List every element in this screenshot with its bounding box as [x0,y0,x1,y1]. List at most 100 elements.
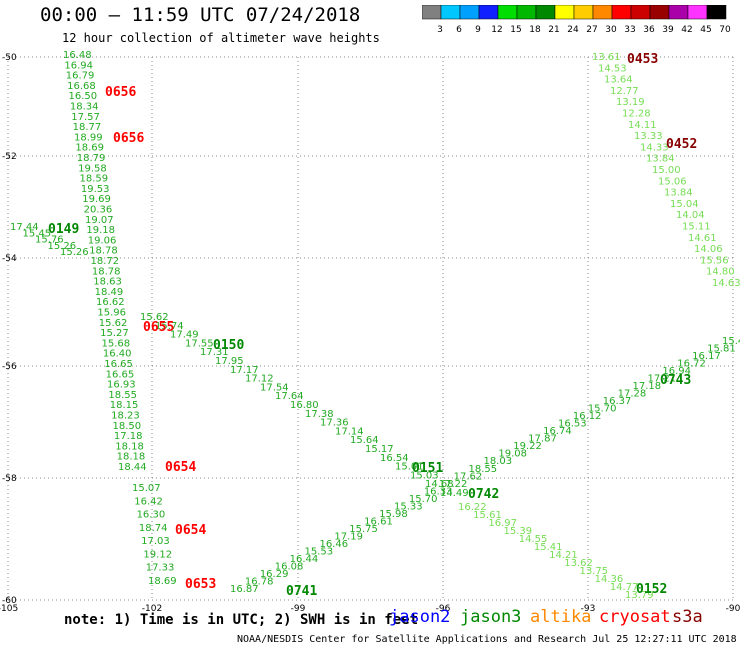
lon-tick-label: -102 [142,604,162,614]
swh-value: 15.39 [504,526,533,537]
swh-value: 16.62 [96,297,125,308]
swh-value: 19.08 [498,449,527,460]
colorbar-swatch [573,5,594,20]
pass-label: 0452 [666,137,697,152]
swh-value: 14.80 [706,267,735,278]
pass-labels: 0656 0656 0149 0655 0150 0654 0654 0653 0741 0151… [48,52,697,599]
swh-value: 15.62 [99,318,128,329]
colorbar-swatch [497,5,518,20]
swh-value: 14.63 [712,278,740,289]
swh-value: 15.70 [409,494,438,505]
swh-value: 16.50 [69,91,98,102]
colorbar-swatch [422,5,442,20]
pass-label: 0152 [636,582,667,597]
pass-label: 0151 [412,461,443,476]
swh-value: 17.49 [170,330,199,341]
satellite-altika: altika [530,607,592,627]
page-title: 00:00 — 11:59 UTC 07/24/2018 [40,4,361,26]
swh-value: 13.19 [616,97,645,108]
swh-value: 15.76 [35,235,64,246]
colorbar-swatch [440,5,461,20]
colorbar-label: 21 [548,25,559,35]
swh-value: 17.22 [439,479,468,490]
swh-value: 17.57 [71,112,100,123]
swh-value: 14.61 [688,233,717,244]
swh-value: 18.77 [73,122,102,133]
swh-value: 14.11 [628,120,657,131]
pass-label: 0655 [143,320,174,335]
swh-value: 17.95 [215,356,244,367]
swh-value: 14.49 [440,488,469,499]
swh-value: 15.01 [395,462,424,473]
satellite-jason3: jason3 [460,607,522,627]
swh-value: 13.84 [664,188,693,199]
swh-value: 16.48 [63,50,92,61]
colorbar-swatch [611,5,632,20]
pass-label: 0656 [105,85,136,100]
lon-tick-label: -96 [436,604,451,614]
swh-value: 16.74 [543,426,572,437]
swh-value: 18.78 [89,246,118,257]
pass-label: 0656 [113,131,144,146]
swh-value: 19.53 [81,184,110,195]
swh-value: 15.00 [652,165,681,176]
pass-label: 0150 [213,338,244,353]
swh-value: 17.36 [320,418,349,429]
swh-value: 14.21 [549,550,578,561]
swh-value: 17.14 [335,426,364,437]
colorbar-label: 6 [456,25,462,35]
swh-value: 15.04 [670,199,699,210]
swh-value: 14.55 [519,534,548,545]
swh-value: 18.72 [91,256,120,267]
swh-value: 16.94 [64,60,93,71]
swh-value: 13.64 [604,75,633,86]
swh-value: 18.69 [75,143,104,154]
colorbar-swatch [592,5,613,20]
swh-value: 12.77 [610,86,639,97]
swh-value: 18.74 [139,523,168,534]
swh-value: 18.63 [93,277,122,288]
swh-value: 13.84 [646,154,675,165]
satellite-jason2: jason2 [389,607,451,627]
swh-value: 13.33 [634,131,663,142]
colorbar-label: 36 [643,25,655,35]
swh-value: 18.03 [483,456,512,467]
satellite-s3a: s3a [672,607,703,627]
swh-value: 15.70 [588,404,617,415]
swh-value: 15.75 [349,524,378,535]
swh-value: 17.31 [200,347,229,358]
colorbar-swatch [649,5,670,20]
swh-value: 16.78 [245,576,274,587]
swh-value: 18.79 [77,153,106,164]
swh-value: 19.18 [86,225,115,236]
swh-value: 16.08 [275,561,304,572]
pass-label: 0654 [165,460,196,475]
swh-value: 13.79 [625,590,654,601]
colorbar-swatch [535,5,556,20]
swh-value: 17.87 [528,434,557,445]
swh-value: 15.56 [700,255,729,266]
swh-value: 19.69 [82,194,111,205]
swh-value: 18.55 [469,464,498,475]
colorbar-label: 42 [681,25,692,35]
swh-value: 13.75 [579,566,608,577]
swh-value: 18.59 [80,174,109,185]
swh-value: 16.29 [260,569,289,580]
swh-value: 16.97 [488,518,517,529]
swh-value: 15.26 [60,247,89,258]
colorbar-label: 18 [529,25,541,35]
swh-value: 18.55 [108,390,137,401]
swh-value: 18.49 [95,287,124,298]
swh-value: 16.72 [677,359,706,370]
swh-value: 17.17 [230,365,259,376]
swh-value: 16.53 [558,419,587,430]
lon-tick-label: -105 [0,604,18,614]
colorbar-label: 12 [491,25,502,35]
swh-value: 19.07 [85,215,114,226]
credit-line: NOAA/NESDIS Center for Satellite Applica… [237,634,737,645]
swh-value: 16.68 [67,81,96,92]
swh-value: 18.23 [111,411,140,422]
swh-value: 16.87 [230,584,259,595]
